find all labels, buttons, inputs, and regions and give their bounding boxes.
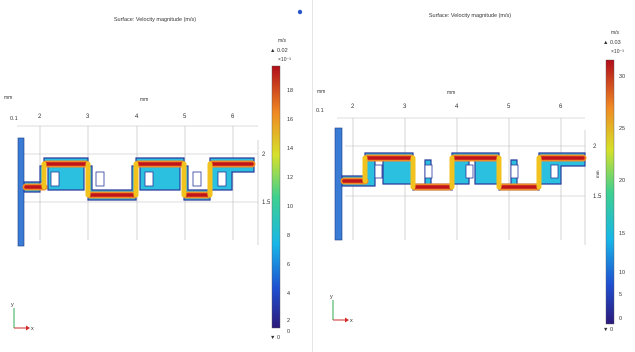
colorbar-tick: 15 [619,231,625,237]
colorbar-tick: 6 [287,262,290,268]
x-tick-label: 3 [86,114,90,120]
obstacles [50,171,227,187]
colorbar-max: ▲ 0.03 [603,40,621,46]
plot-title: Surface: Velocity magnitude (m/s) [114,17,196,23]
x-tick-label: 4 [455,104,459,110]
colorbar-scale: ×10⁻³ [278,57,291,63]
triad-y-label: y [330,294,333,300]
colorbar-tick: 25 [619,126,625,132]
colorbar-tick: 14 [287,146,293,152]
inlet-manifold [17,137,25,247]
triad-x-label: x [31,326,34,332]
plot-canvas-left[interactable]: Surface: Velocity magnitude (m/s) mm mm … [0,0,312,352]
inlet-manifold [334,127,343,241]
colorbar-ticks: 18 16 14 12 10 8 6 4 2 0 [287,88,293,335]
colorbar-tick: 0 [287,329,290,335]
colorbar-unit: m/s [278,38,287,44]
blue-dot-icon [297,9,303,15]
plot-panel-right[interactable]: Surface: Velocity magnitude (m/s) mm mm … [315,0,635,352]
right-axis-tick: 2 [262,152,266,158]
colorbar-tick: 2 [287,318,290,324]
right-axis-tick: 1.5 [262,200,271,206]
triad-y-label: y [11,302,14,308]
colorbar-tick: 8 [287,233,290,239]
axis-grid [337,117,586,245]
xy-axes-icon: y x [330,294,353,324]
velocity-core [340,154,587,191]
channel-geometry [334,127,587,241]
x-axis-unit: mm [447,90,455,96]
colorbar-tick: 18 [287,88,293,94]
y-tick-top: 0.1 [10,116,18,122]
colorbar-tick: 10 [287,204,293,210]
colorbar-tick: 5 [619,292,622,298]
colorbar-tick: 10 [619,270,625,276]
x-tick-label: 5 [183,114,187,120]
triad-x-label: x [350,318,353,324]
x-tick-label: 2 [351,104,355,110]
colorbar-tick: 20 [619,178,625,184]
colorbar-tick: 30 [619,74,625,80]
colorbar-min: ▼ 0 [270,335,280,341]
plot-panel-left[interactable]: Surface: Velocity magnitude (m/s) mm mm … [0,0,313,352]
channel-geometry [17,137,256,247]
velocity-core [22,160,256,199]
y-tick-top: 0.1 [316,108,324,114]
colorbar-tick: 16 [287,117,293,123]
y-axis-unit: mm [317,89,325,95]
x-tick-label: 2 [38,114,42,120]
x-tick-label: 3 [403,104,407,110]
colorbar [271,65,281,329]
x-axis-unit: mm [140,97,148,103]
x-tick-label: 4 [135,114,139,120]
colorbar-max: ▲ 0.02 [270,48,288,54]
xy-axes-icon: y x [11,302,34,332]
colorbar-tick: 4 [287,291,290,297]
colorbar-tick: 12 [287,175,293,181]
colorbar-tick: 0 [619,316,622,322]
colorbar-min: ▼ 0 [603,327,613,333]
colorbar-ticks: 30 25 20 15 10 5 0 [619,74,625,322]
plot-title: Surface: Velocity magnitude (m/s) [429,13,511,19]
colorbar-unit: m/s [611,30,620,36]
right-axis-tick: 2 [593,144,597,150]
right-axis-tick: 1.5 [593,194,602,200]
plot-canvas-right[interactable]: Surface: Velocity magnitude (m/s) mm mm … [315,0,635,352]
colorbar [605,59,615,325]
x-tick-label: 6 [559,104,563,110]
x-tick-label: 5 [507,104,511,110]
obstacles [374,164,559,179]
x-tick-label: 6 [231,114,235,120]
colorbar-scale: ×10⁻³ [611,49,624,55]
right-axis-unit: mm [595,170,600,178]
y-axis-unit: mm [4,95,12,101]
